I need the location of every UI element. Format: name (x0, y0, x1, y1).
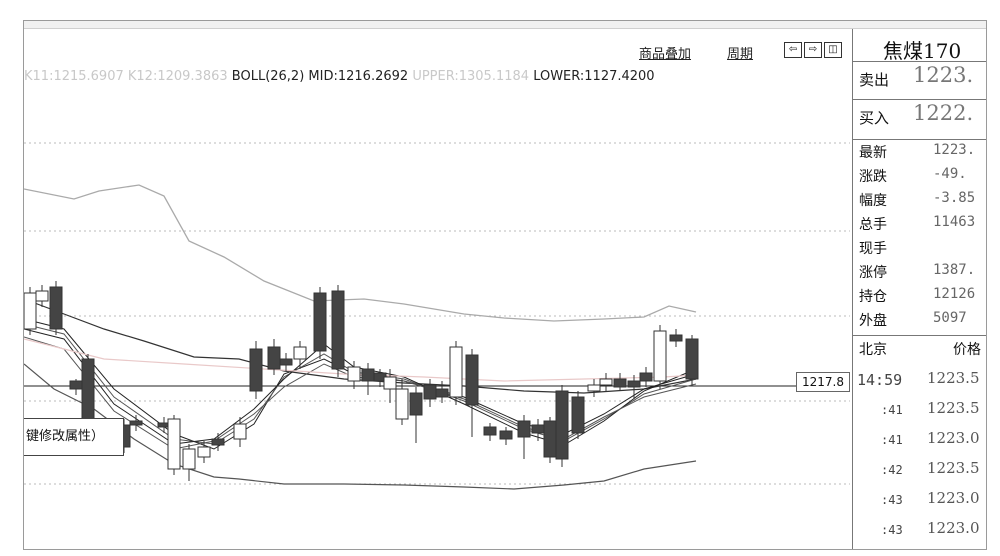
overlay-commodity-link[interactable]: 商品叠加 (639, 47, 692, 62)
candle-body (653, 330, 667, 382)
candle-body (423, 384, 437, 400)
candle-body (24, 292, 37, 330)
candle-body (35, 290, 49, 302)
candle-body (587, 384, 601, 392)
candle-body (313, 292, 327, 352)
ticks-divider (853, 335, 986, 336)
candle-body (49, 286, 63, 330)
candle-body (669, 334, 683, 342)
buy-value: 1222. (913, 101, 974, 125)
candle-body (167, 418, 181, 470)
edit-properties-tooltip[interactable]: 键修改属性） (24, 418, 124, 456)
candle-body (383, 376, 397, 390)
boll-mid-line (24, 298, 697, 394)
buy-row: 买入 1222. (853, 99, 986, 132)
ticks-header-price: 价格 (953, 342, 981, 358)
indicator-readout: K11:1215.6907 K12:1209.3863 BOLL(26,2) M… (24, 69, 655, 84)
candle-body (182, 448, 196, 470)
contract-symbol: 焦煤170 (883, 39, 962, 63)
candle-body (197, 446, 211, 458)
chart-window: 商品叠加 周期 ⇦ ⇨ ◫ K11:1215.6907 K12:1209.386… (23, 20, 987, 550)
candle-body (613, 378, 627, 388)
candle-body (465, 354, 479, 406)
indicator-upper: UPPER:1305.1184 (412, 69, 530, 84)
candle-body (499, 430, 513, 440)
candle-body (543, 420, 557, 458)
candle-body (599, 378, 613, 386)
candle-body (517, 420, 531, 438)
candle-body (347, 366, 361, 382)
nav-icon-group: ⇦ ⇨ ◫ (784, 42, 842, 58)
candle-body (685, 338, 699, 380)
candle-body (279, 358, 293, 366)
candle-body (69, 380, 83, 390)
chart-canvas[interactable] (24, 29, 850, 549)
stats-divider (853, 139, 986, 140)
sell-value: 1223. (913, 63, 974, 87)
indicator-name: BOLL(26,2) (231, 69, 305, 84)
candle-body (627, 380, 641, 388)
window-top-band (24, 21, 986, 29)
candle-body (293, 346, 307, 360)
buy-label: 买入 (859, 109, 890, 127)
candlestick-chart[interactable]: 商品叠加 周期 ⇦ ⇨ ◫ K11:1215.6907 K12:1209.386… (24, 29, 850, 549)
split-view-icon[interactable]: ◫ (824, 42, 842, 58)
candle-body (233, 423, 247, 440)
candle-body (267, 346, 281, 370)
arrow-left-icon[interactable]: ⇦ (784, 42, 802, 58)
arrow-right-icon[interactable]: ⇨ (804, 42, 822, 58)
quote-panel: 焦煤170 卖出 1223. 买入 1222. 最新 1223. 涨跌 -49. 幅… (852, 29, 986, 549)
candle-body (449, 346, 463, 398)
boll-upper-line (24, 184, 697, 322)
indicator-faded-values: K11:1215.6907 K12:1209.3863 (24, 69, 228, 84)
candle-body (555, 390, 569, 460)
sell-label: 卖出 (859, 71, 890, 89)
candle-body (395, 388, 409, 420)
candle-body (409, 392, 423, 416)
ticks-header-location: 北京 (859, 342, 887, 358)
candle-body (331, 290, 345, 370)
candle-body (435, 388, 449, 398)
candle-body (571, 396, 585, 434)
candle-body (483, 426, 497, 436)
candle-body (639, 372, 653, 382)
candle-body (81, 358, 95, 422)
candle-body (531, 424, 545, 434)
candle-body (361, 368, 375, 382)
current-price-tag: 1217.8 (796, 372, 850, 392)
sell-row: 卖出 1223. (853, 61, 986, 94)
candle-body (249, 348, 263, 392)
indicator-lower: LOWER:1127.4200 (533, 69, 655, 84)
indicator-mid: MID:1216.2692 (308, 69, 409, 84)
period-link[interactable]: 周期 (727, 47, 754, 62)
candle-body (211, 438, 225, 446)
candle-body (129, 420, 143, 426)
